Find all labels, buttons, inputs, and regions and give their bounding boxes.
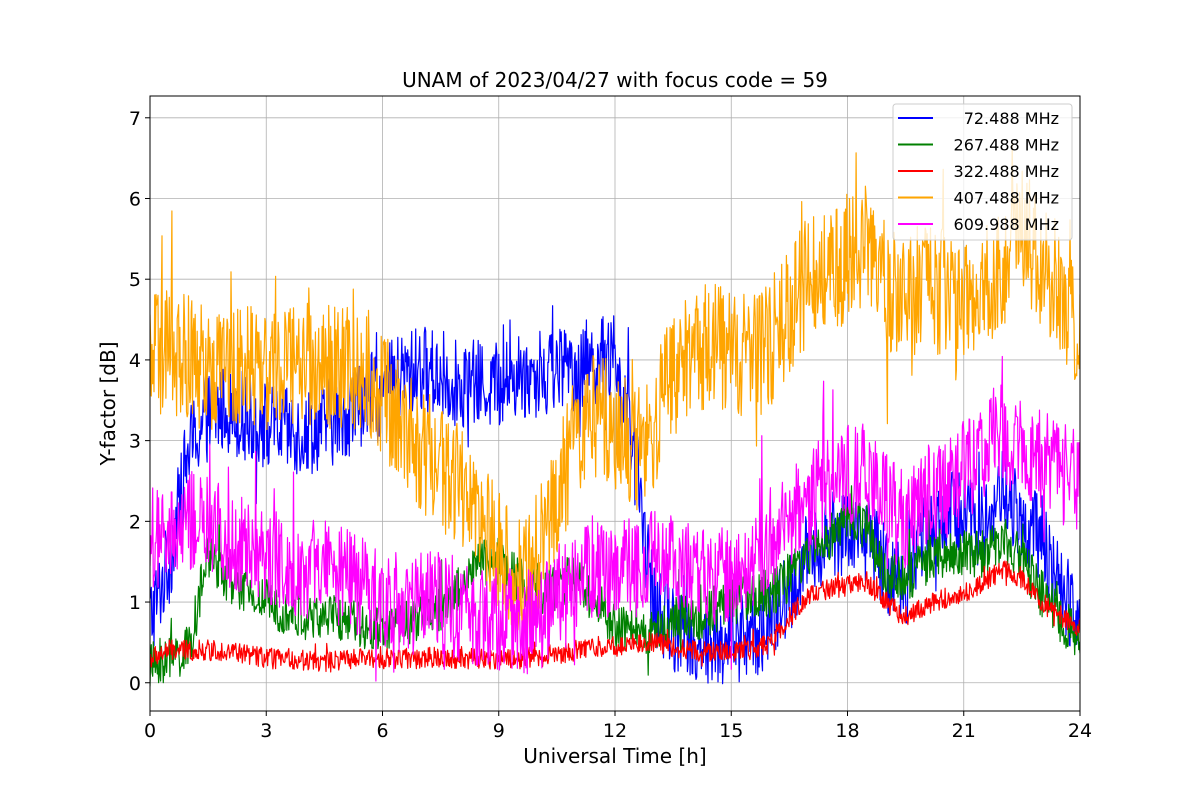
x-tick-label: 6 bbox=[376, 720, 388, 742]
x-tick-label: 15 bbox=[719, 720, 743, 742]
x-tick-label: 0 bbox=[144, 720, 156, 742]
y-tick-label: 5 bbox=[129, 269, 141, 291]
x-tick-label: 24 bbox=[1068, 720, 1092, 742]
x-tick-label: 9 bbox=[493, 720, 505, 742]
x-tick-label: 3 bbox=[260, 720, 272, 742]
y-tick-label: 7 bbox=[129, 108, 141, 130]
x-tick-label: 18 bbox=[835, 720, 859, 742]
legend: 72.488 MHz 267.488 MHz 322.488 MHz 407.488 … bbox=[892, 103, 1073, 241]
series-line-4 bbox=[150, 355, 1080, 682]
x-tick-label: 12 bbox=[603, 720, 627, 742]
y-tick-label: 2 bbox=[129, 511, 141, 533]
x-tick-label: 21 bbox=[952, 720, 976, 742]
legend-label-0: 72.488 MHz bbox=[964, 109, 1059, 128]
plot-area bbox=[150, 142, 1080, 687]
y-tick-label: 3 bbox=[129, 431, 141, 453]
y-tick-label: 6 bbox=[129, 189, 141, 211]
y-axis-label: Y-factor [dB] bbox=[96, 341, 120, 466]
legend-box bbox=[892, 103, 1073, 241]
x-axis-label: Universal Time [h] bbox=[523, 744, 706, 768]
chart-title: UNAM of 2023/04/27 with focus code = 59 bbox=[402, 68, 828, 92]
y-tick-label: 1 bbox=[129, 592, 141, 614]
series-line-1 bbox=[150, 485, 1080, 687]
legend-label-1: 267.488 MHz bbox=[954, 136, 1059, 155]
legend-label-3: 407.488 MHz bbox=[954, 189, 1059, 208]
y-tick-label: 4 bbox=[129, 350, 141, 372]
legend-label-4: 609.988 MHz bbox=[954, 215, 1059, 234]
series-line-2 bbox=[150, 560, 1080, 673]
legend-label-2: 322.488 MHz bbox=[954, 162, 1059, 181]
y-tick-label: 0 bbox=[129, 673, 141, 695]
